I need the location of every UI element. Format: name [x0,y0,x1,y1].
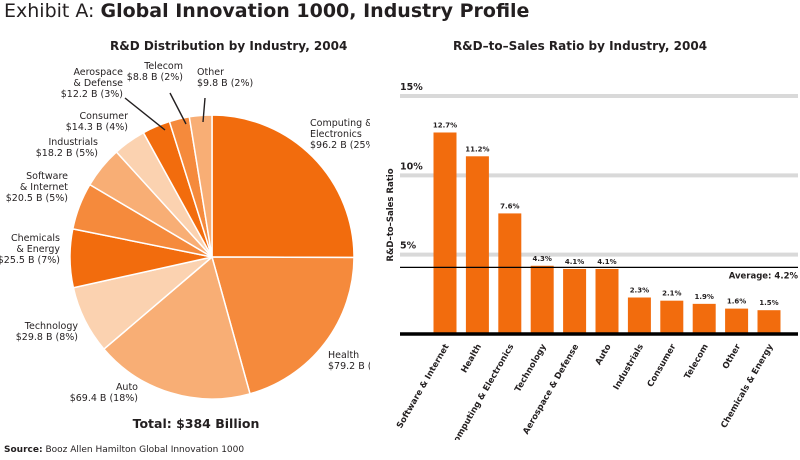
x-category-label: Industrials [612,343,646,392]
bar-value-label: 1.5% [759,299,778,307]
pie-slice-label: Computing &Electronics$96.2 B (25%) [310,118,370,151]
pie-slice-label: Health$79.2 B (21%) [328,350,370,372]
x-category-label: Consumer [646,342,679,389]
bar [498,213,522,334]
bar [757,310,781,334]
pie-slice-label: Software & Internet $20.5 B (5%) [6,171,69,204]
pie-slice-label: Auto $69.4 B (18%) [70,382,138,404]
bar-value-label: 11.2% [465,145,489,153]
x-category-label: Telecom [683,342,711,381]
bar-value-label: 2.1% [662,290,681,298]
exhibit-title: Exhibit A: Global Innovation 1000, Indus… [4,0,529,22]
bar-chart-title: R&D–to–Sales Ratio by Industry, 2004 [452,39,708,53]
y-tick-label: 15% [400,82,423,93]
pie-leader-line [124,97,166,131]
bar-value-label: 4.1% [565,258,584,266]
x-category-label: Auto [594,342,614,367]
x-category-label: Computing & Electronics [449,343,517,441]
pie-chart: Computing &Electronics$96.2 B (25%) Healt… [0,61,370,431]
bar [433,132,457,334]
bar-value-label: 4.3% [532,255,551,263]
source-text: Booz Allen Hamilton Global Innovation 10… [45,445,245,455]
bar [595,268,619,334]
x-category-label: Aerospace & Defense [521,342,581,436]
pie-slice-label: Chemicals & Energy $25.5 B (7%) [0,233,60,266]
bar-value-label: 7.6% [500,202,519,210]
bar [627,297,651,334]
bar [563,268,587,334]
x-category-label: Technology [513,342,549,394]
pie-slice [211,256,355,395]
pie-slice-label: Other $9.8 B (2%) [197,67,253,89]
bar-value-label: 4.1% [597,258,616,266]
bar [725,308,749,334]
bar [660,300,684,334]
y-tick-label: 10% [400,161,423,172]
pie-slice [102,255,251,400]
bar [692,303,716,334]
pie-slice-label: Telecom $8.8 B (2%) [127,61,183,83]
pie-chart-title: R&D Distribution by Industry, 2004 [110,39,348,53]
bar-value-label: 1.6% [727,298,746,306]
pie-slice-label: Aerospace & Defense $12.2 B (3%) [61,67,123,100]
bar [530,265,554,334]
pie-slice [211,114,355,259]
pie-slice-label: Consumer $14.3 B (4%) [66,111,128,133]
x-category-label: Health [460,343,484,375]
pie-leader-line [169,92,187,125]
pie-slice-label: Industrials $18.2 B (5%) [36,137,98,159]
pie-total-label: Total: $384 Billion [133,416,260,431]
bar [465,156,489,334]
exhibit-main-title: Global Innovation 1000, Industry Profile [100,0,530,22]
bar-chart: 5% 10% 15% R&D–to–Sales Ratio 12.7% Software … [386,82,799,441]
y-axis-label: R&D–to–Sales Ratio [386,168,396,261]
x-category-label: Software & Internet [395,343,452,431]
y-tick-label: 5% [400,241,417,252]
bar-value-label: 2.3% [630,287,649,295]
exhibit-prefix: Exhibit A: [4,0,95,22]
source-note: Source: Booz Allen Hamilton Global Innov… [4,445,244,455]
x-category-label: Other [721,342,744,371]
average-label: Average: 4.2% [729,271,799,281]
bar-value-label: 12.7% [433,121,457,129]
bar-value-label: 1.9% [694,293,713,301]
source-label: Source: [4,445,43,455]
pie-slice-label: Technology $29.8 B (8%) [16,321,79,343]
pie-slice [188,114,213,258]
pie-leader-line [202,97,206,123]
